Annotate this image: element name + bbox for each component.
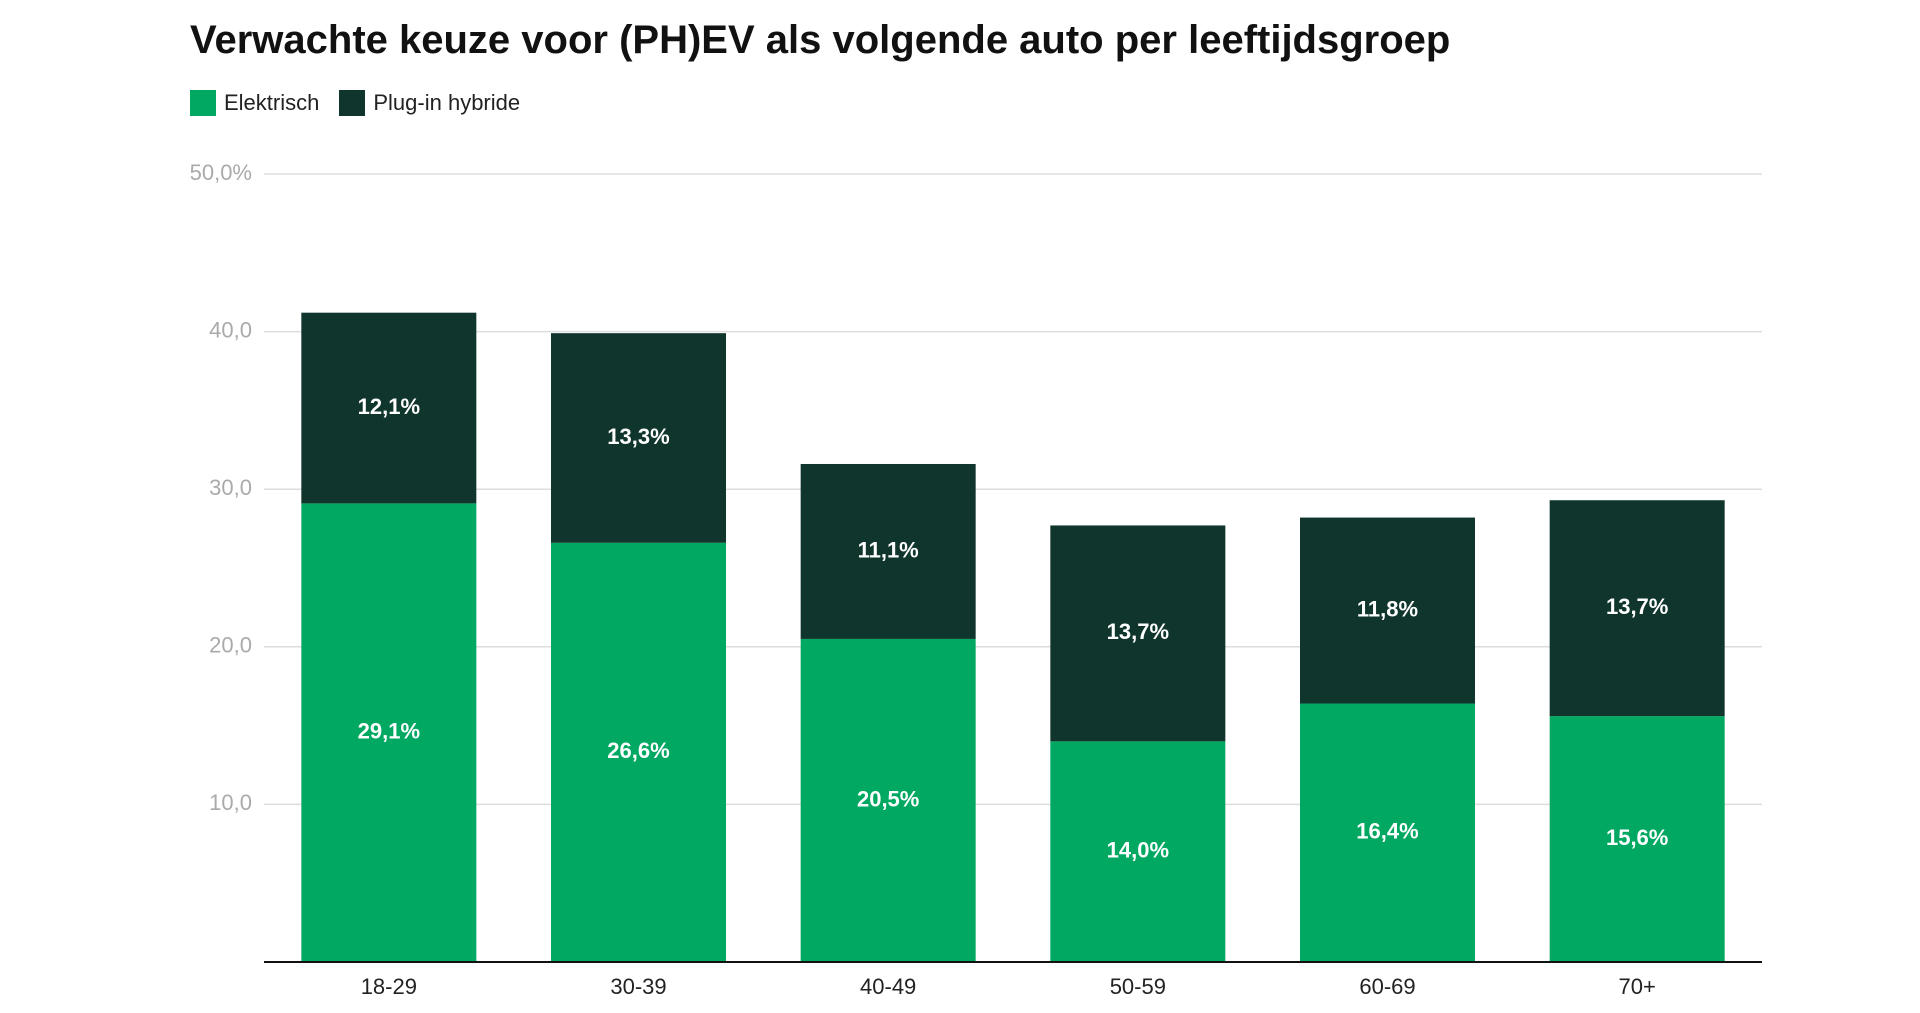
legend-swatch-plug-in-hybride [339,90,366,116]
data-label-plug-in-hybride-30-39: 13,3% [607,424,669,449]
y-tick-label-10: 10,0 [209,790,252,815]
chart-title: Verwachte keuze voor (PH)EV als volgende… [190,18,1451,62]
x-tick-label-60-69: 60-69 [1359,974,1415,999]
x-tick-label-70+: 70+ [1619,974,1656,999]
y-tick-label-20: 20,0 [209,633,252,658]
data-label-elektrisch-70+: 15,6% [1606,825,1668,850]
x-tick-label-18-29: 18-29 [361,974,417,999]
legend-item-elektrisch: Elektrisch [190,90,319,116]
bar-plug-in-hybride-50-59 [1050,525,1226,742]
bar-elektrisch-60-69 [1300,703,1475,962]
y-tick-label-30: 30,0 [209,475,252,500]
bar-elektrisch-30-39 [551,542,726,962]
bar-elektrisch-40-49 [800,638,976,962]
bar-plug-in-hybride-70+ [1549,500,1725,717]
y-tick-label-50: 50,0% [190,160,252,185]
data-label-elektrisch-30-39: 26,6% [607,738,669,763]
bar-elektrisch-50-59 [1050,741,1226,962]
legend-swatch-elektrisch [190,90,216,116]
data-label-plug-in-hybride-40-49: 11,1% [858,537,919,562]
x-tick-label-40-49: 40-49 [860,974,916,999]
data-label-elektrisch-40-49: 20,5% [857,786,919,811]
legend: Elektrisch Plug-in hybride [190,90,520,116]
legend-label-elektrisch: Elektrisch [224,90,320,115]
bar-plug-in-hybride-60-69 [1300,517,1475,704]
bar-plug-in-hybride-40-49 [800,463,976,639]
bar-elektrisch-18-29 [301,503,477,962]
x-tick-label-50-59: 50-59 [1110,974,1166,999]
data-label-plug-in-hybride-18-29: 12,1% [358,394,420,419]
data-label-elektrisch-60-69: 16,4% [1356,819,1418,844]
data-label-elektrisch-50-59: 14,0% [1107,837,1169,862]
data-label-plug-in-hybride-50-59: 13,7% [1107,619,1169,644]
bar-plug-in-hybride-18-29 [301,312,477,504]
legend-item-plug-in-hybride: Plug-in hybride [339,90,520,116]
x-tick-label-30-39: 30-39 [610,974,666,999]
data-label-elektrisch-18-29: 29,1% [358,719,420,744]
data-label-plug-in-hybride-60-69: 11,8% [1357,596,1418,621]
bar-elektrisch-70+ [1549,716,1725,962]
bar-plug-in-hybride-30-39 [551,333,726,543]
y-tick-label-40: 40,0 [209,317,252,342]
data-label-plug-in-hybride-70+: 13,7% [1606,594,1668,619]
legend-label-plug-in-hybride: Plug-in hybride [373,90,521,115]
